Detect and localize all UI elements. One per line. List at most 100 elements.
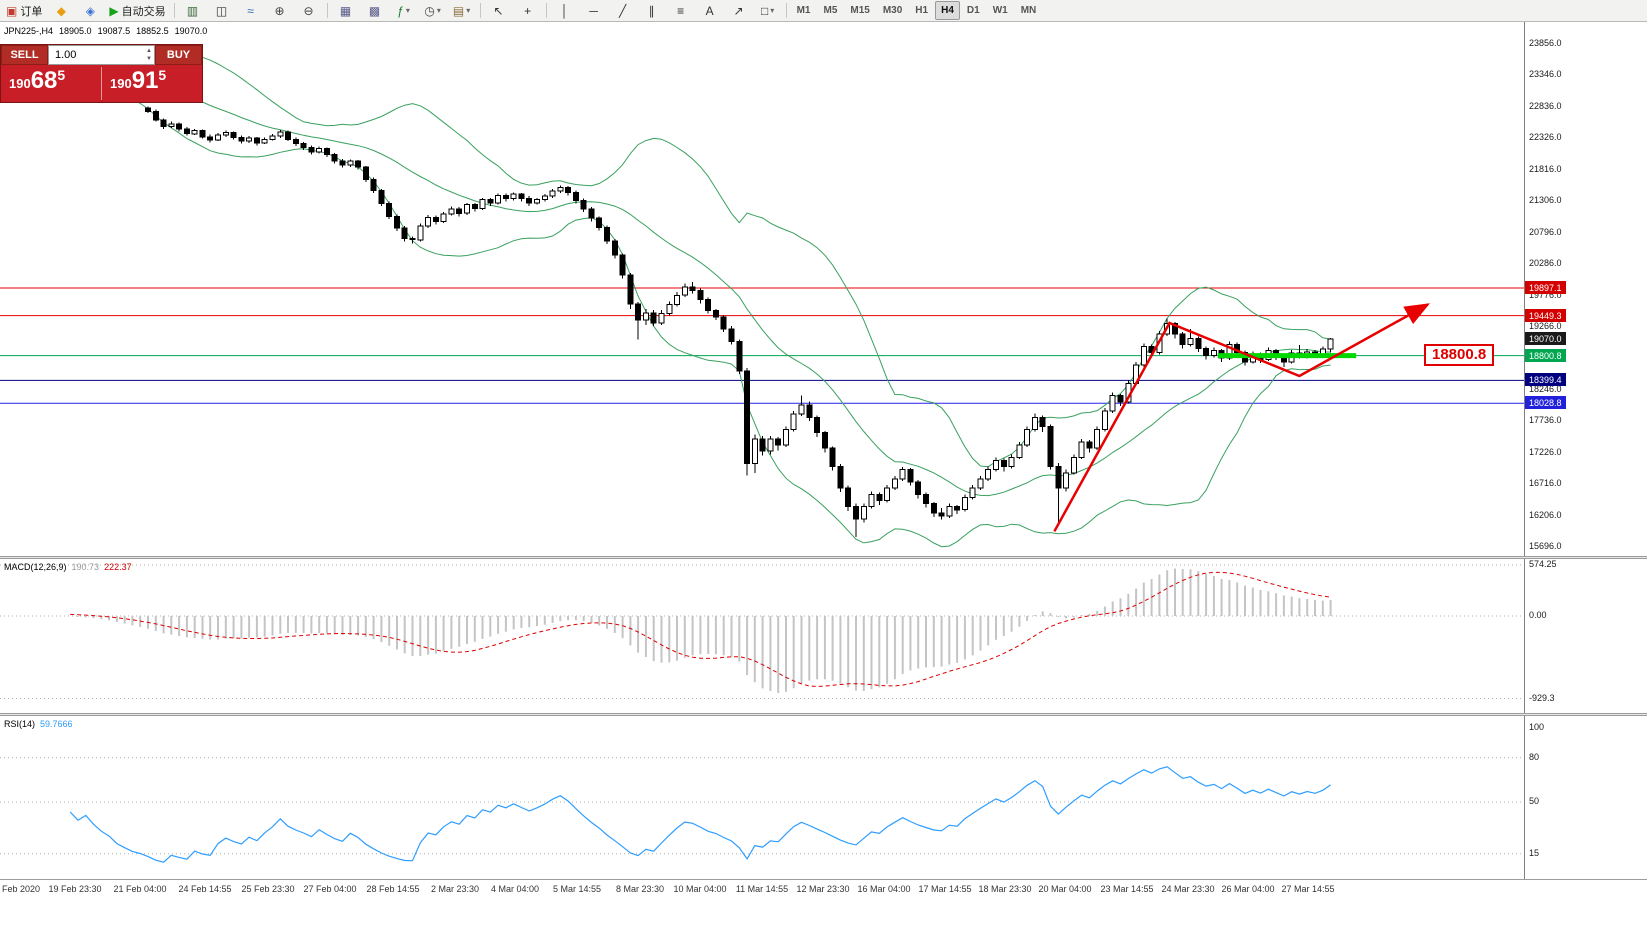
sell-button[interactable]: SELL — [1, 45, 48, 65]
trend-arrow[interactable] — [1053, 303, 1430, 532]
macd-histogram — [69, 568, 1332, 693]
volume-input[interactable] — [49, 49, 154, 61]
price-tick-label: 23346.0 — [1529, 69, 1562, 80]
arrows-icon[interactable]: ↗ — [725, 1, 753, 21]
fibonacci-icon-glyph: ≡ — [677, 3, 685, 18]
price-tag-18800.8: 18800.8 — [1525, 348, 1566, 362]
tile-windows-icon-glyph: ▦ — [339, 3, 352, 18]
volume-up-icon[interactable]: ▲ — [146, 48, 152, 54]
price-tick-label: 20796.0 — [1529, 226, 1562, 237]
chart-symbol-period: JPN225-,H4 — [4, 26, 54, 36]
rsi-value: 59.7666 — [40, 719, 73, 729]
dropdown-arrow-icon: ▾ — [405, 6, 410, 15]
fibonacci-icon[interactable]: ≡ — [667, 1, 695, 21]
buy-button[interactable]: BUY — [155, 45, 202, 65]
buy-price-big: 91 — [131, 67, 159, 94]
indicators-button[interactable]: ƒ ▾ — [390, 1, 418, 21]
price-tick-label: 21306.0 — [1529, 195, 1562, 206]
chart-ohlc-header: JPN225-,H4 18905.0 19087.5 18852.5 19070.0 — [4, 26, 213, 36]
autotrading-button-glyph: ▶ — [109, 3, 119, 18]
buy-price[interactable]: 190 91 5 — [102, 65, 202, 102]
price-tick-label: 18246.0 — [1529, 383, 1562, 394]
time-axis-label: 28 Feb 14:55 — [366, 884, 420, 894]
time-axis-label: 26 Mar 04:00 — [1221, 884, 1275, 894]
bar-chart-icon[interactable]: ▥ — [179, 1, 207, 21]
rsi-title: RSI(14) — [4, 719, 36, 729]
rsi-axis-label: 50 — [1529, 796, 1540, 806]
dropdown-arrow-icon: ▾ — [436, 6, 441, 15]
time-axis[interactable]: Feb 2020 19 Feb 23:30 21 Feb 04:00 24 Feb 1… — [0, 881, 1647, 898]
dropdown-arrow-icon: ▾ — [770, 6, 775, 15]
templates-button-glyph: ▤ — [452, 3, 465, 18]
timeframe-button-m30[interactable]: M30 — [882, 5, 903, 16]
timeframe-button-m5[interactable]: M5 — [823, 5, 838, 16]
volume-control[interactable]: ▲ ▼ — [48, 45, 155, 65]
macd-pane-canvas[interactable] — [0, 559, 1524, 713]
equidistant-channel-icon-glyph: ∥ — [648, 3, 655, 18]
crosshair-icon-glyph: + — [524, 3, 532, 18]
vertical-line-icon[interactable]: │ — [551, 1, 579, 21]
market-watch-icon-glyph: ◈ — [85, 3, 95, 18]
macd-axis-label: 0.00 — [1529, 610, 1547, 620]
trendline-icon-glyph: ╱ — [618, 3, 627, 18]
timeframe-button-m1[interactable]: M1 — [796, 5, 811, 16]
rsi-line — [69, 766, 1331, 863]
pane-resize-handle[interactable] — [0, 556, 1647, 559]
price-axis[interactable]: 23856.0 23346.0 22836.0 22326.0 21816.0 21306… — [1524, 22, 1647, 880]
cursor-icon[interactable]: ↖ — [485, 1, 513, 21]
new-order-button[interactable]: ▣ 订单 — [2, 1, 46, 21]
templates-button[interactable]: ▤ ▾ — [448, 1, 476, 21]
crosshair-icon[interactable]: + — [514, 1, 542, 21]
price-tag-19449.3: 19449.3 — [1525, 308, 1566, 322]
price-tag-19897.1: 19897.1 — [1525, 281, 1566, 294]
metaeditor-icon[interactable]: ◆ — [47, 1, 75, 21]
new-order-button-label: 订单 — [20, 5, 43, 18]
time-axis-label: 2 Mar 23:30 — [430, 884, 480, 894]
trendline-icon[interactable]: ╱ — [609, 1, 637, 21]
time-axis-label: 24 Mar 23:30 — [1161, 884, 1215, 894]
level-price-label[interactable]: 18800.8 — [1424, 344, 1495, 366]
price-tick-label: 23856.0 — [1529, 38, 1562, 48]
macd-axis-label: -929.3 — [1529, 692, 1555, 703]
candlestick-chart-icon[interactable]: ◫ — [208, 1, 236, 21]
text-icon[interactable]: A — [696, 1, 724, 21]
main-chart-canvas[interactable] — [0, 22, 1524, 556]
metaeditor-icon-glyph: ◆ — [56, 3, 66, 18]
zoom-out-icon[interactable]: ⊖ — [295, 1, 323, 21]
tile-windows-icon[interactable]: ▦ — [332, 1, 360, 21]
toolbar-separator — [545, 3, 547, 18]
zoom-in-icon-glyph: ⊕ — [274, 3, 285, 18]
pane-resize-handle[interactable] — [0, 713, 1647, 716]
price-tick-label: 19266.0 — [1529, 320, 1562, 331]
horizontal-level-lines — [0, 287, 1524, 404]
time-axis-label: 27 Feb 04:00 — [303, 884, 357, 894]
time-axis-label: 12 Mar 23:30 — [796, 884, 850, 894]
timeframe-button-d1[interactable]: D1 — [966, 5, 980, 16]
volume-down-icon[interactable]: ▼ — [146, 56, 152, 62]
timeframe-button-h4[interactable]: H4 — [935, 1, 960, 20]
equidistant-channel-icon[interactable]: ∥ — [638, 1, 666, 21]
timeframe-button-m15[interactable]: M15 — [850, 5, 870, 16]
timeframe-button-h1[interactable]: H1 — [915, 5, 929, 16]
sell-price[interactable]: 190 68 5 — [1, 65, 101, 102]
horizontal-line-icon[interactable]: ─ — [580, 1, 608, 21]
timeframe-button-w1[interactable]: W1 — [992, 5, 1008, 16]
price-tick-label: 20286.0 — [1529, 258, 1562, 269]
zoom-out-icon-glyph: ⊖ — [303, 3, 314, 18]
autotrading-button[interactable]: ▶ 自动交易 — [105, 1, 169, 21]
candlestick-series — [145, 106, 1334, 537]
price-tick-label: 16206.0 — [1529, 509, 1562, 520]
price-tag-19070.0: 19070.0 — [1525, 332, 1566, 345]
periods-button[interactable]: ◷ ▾ — [419, 1, 447, 21]
rsi-axis-label: 80 — [1529, 751, 1540, 762]
timeframe-button-mn[interactable]: MN — [1020, 5, 1037, 16]
time-axis-label: 24 Feb 14:55 — [178, 884, 232, 894]
cascade-windows-icon[interactable]: ▩ — [361, 1, 389, 21]
time-axis-label: 16 Mar 04:00 — [857, 884, 911, 894]
market-watch-icon[interactable]: ◈ — [76, 1, 104, 21]
chart-high: 19087.5 — [97, 26, 131, 36]
zoom-in-icon[interactable]: ⊕ — [266, 1, 294, 21]
line-chart-icon[interactable]: ≈ — [237, 1, 265, 21]
shapes-icon[interactable]: □ ▾ — [754, 1, 782, 21]
rsi-pane-canvas[interactable] — [0, 716, 1524, 879]
